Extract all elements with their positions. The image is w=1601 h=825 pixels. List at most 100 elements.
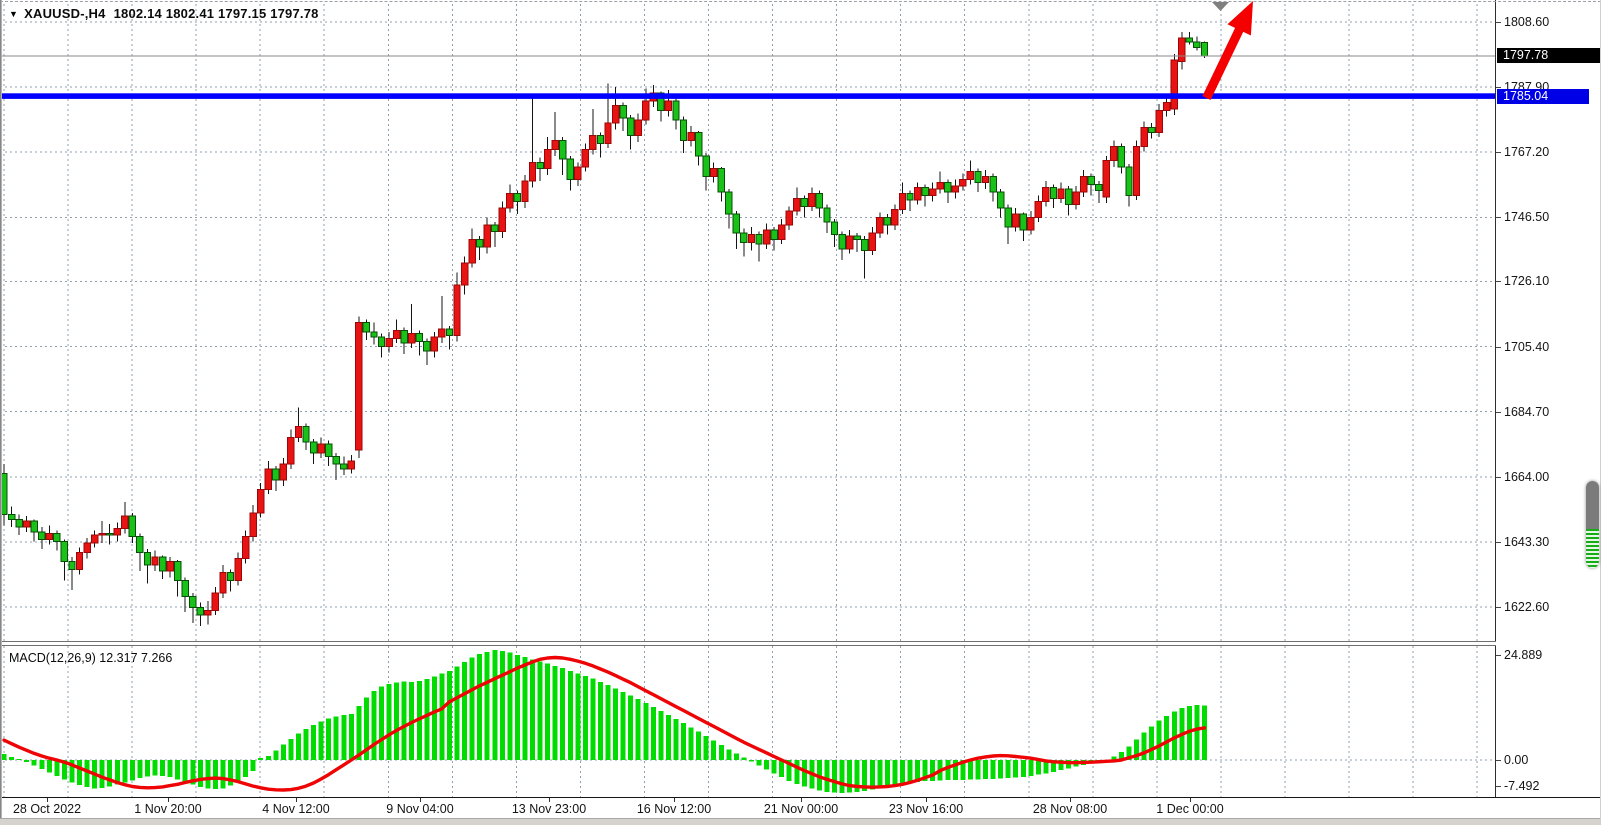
candle-bull bbox=[468, 238, 476, 264]
candle-bull bbox=[98, 532, 106, 536]
macd-bar bbox=[303, 729, 309, 760]
macd-bar bbox=[122, 760, 128, 783]
horizontal-line-object[interactable] bbox=[0, 93, 1495, 99]
macd-bar bbox=[39, 760, 45, 769]
price-chart-pane[interactable] bbox=[0, 0, 1496, 641]
pane-divider[interactable] bbox=[0, 641, 1601, 646]
candle-bull bbox=[1079, 175, 1088, 193]
candle-bear bbox=[423, 341, 431, 352]
price-chart-canvas[interactable] bbox=[0, 0, 1495, 641]
candle-bear bbox=[883, 216, 892, 226]
time-axis[interactable]: 28 Oct 2022 1 Nov 20:00 4 Nov 12:00 9 Nov 0… bbox=[0, 797, 1601, 819]
candle-bear bbox=[906, 193, 914, 201]
macd-bar bbox=[998, 760, 1004, 779]
macd-bar bbox=[243, 760, 249, 777]
candle-bear bbox=[400, 330, 408, 344]
macd-canvas[interactable] bbox=[0, 646, 1495, 797]
macd-bar bbox=[258, 758, 264, 760]
macd-bar bbox=[907, 760, 913, 783]
candle-bull bbox=[211, 592, 220, 611]
candle-bull bbox=[430, 336, 439, 352]
candle-bear bbox=[619, 105, 627, 119]
macd-bar bbox=[144, 760, 150, 777]
candle-bear bbox=[944, 182, 952, 193]
candle-bull bbox=[876, 216, 884, 234]
macd-bar bbox=[869, 760, 875, 790]
macd-bar bbox=[446, 670, 452, 760]
candle-bull bbox=[1178, 37, 1186, 63]
candle-bull bbox=[453, 284, 461, 336]
macd-bar bbox=[1171, 711, 1177, 760]
arrow-annotation[interactable] bbox=[1202, 1, 1254, 100]
macd-bar bbox=[1058, 760, 1064, 771]
candle-bull bbox=[793, 197, 801, 212]
macd-signal-line bbox=[2, 655, 1207, 792]
macd-bar bbox=[786, 760, 792, 781]
macd-bar bbox=[643, 703, 649, 760]
candle-bear bbox=[566, 158, 574, 181]
candle-bull bbox=[1140, 127, 1148, 148]
candle-bear bbox=[732, 213, 741, 234]
candle-bear bbox=[1193, 41, 1201, 48]
candle-bull bbox=[113, 528, 121, 536]
macd-bar bbox=[273, 750, 279, 760]
time-axis-label: 13 Nov 23:00 bbox=[511, 802, 587, 816]
price-axis[interactable]: 1808.60 1787.90 1767.20 1746.50 1726.10 1705.… bbox=[1496, 0, 1601, 797]
bid-price-badge: 1797.78 bbox=[1497, 48, 1601, 63]
price-axis-label: 1808.60 bbox=[1504, 15, 1550, 29]
macd-bar bbox=[764, 760, 770, 770]
macd-bar bbox=[801, 760, 807, 787]
macd-bar bbox=[960, 760, 966, 780]
scrollbar-thumb[interactable] bbox=[1586, 481, 1599, 568]
symbol-timeframe-label: XAUUSD-,H4 bbox=[24, 6, 106, 21]
candle-bear bbox=[7, 514, 16, 520]
macd-bar bbox=[61, 760, 67, 780]
macd-bar bbox=[560, 668, 566, 760]
candle-bull bbox=[1155, 109, 1163, 133]
symbol-dropdown-icon[interactable]: ▼ bbox=[9, 9, 19, 19]
candle-bull bbox=[642, 100, 650, 121]
price-axis-tick bbox=[1496, 22, 1501, 23]
macd-pane[interactable] bbox=[0, 646, 1496, 797]
macd-bar bbox=[333, 716, 339, 760]
macd-bar bbox=[401, 681, 407, 760]
chart-shift-marker-icon[interactable] bbox=[1212, 2, 1229, 11]
macd-bar bbox=[628, 695, 634, 760]
candle-bull bbox=[1012, 213, 1020, 228]
macd-bar bbox=[182, 760, 188, 783]
macd-bar bbox=[507, 652, 513, 760]
candle-bull bbox=[521, 180, 529, 203]
price-axis-tick bbox=[1496, 476, 1501, 478]
price-axis-label: 1746.50 bbox=[1504, 210, 1550, 225]
candle-bear bbox=[800, 197, 808, 207]
price-axis-label: 1622.60 bbox=[1504, 600, 1550, 614]
macd-bar bbox=[99, 760, 105, 788]
candle-bear bbox=[332, 455, 340, 465]
candle-bull bbox=[1072, 191, 1080, 206]
macd-axis-label: 24.889 bbox=[1504, 648, 1543, 662]
time-axis-label: 21 Nov 00:00 bbox=[763, 802, 839, 816]
candle-bear bbox=[362, 322, 371, 333]
candle-bull bbox=[981, 175, 990, 184]
candle-bull bbox=[45, 532, 53, 541]
time-axis-tick bbox=[926, 798, 927, 802]
candle-bear bbox=[1064, 188, 1073, 206]
candle-bull bbox=[257, 488, 265, 514]
candle-bull bbox=[234, 558, 242, 582]
candle-bull bbox=[279, 463, 288, 481]
macd-bar bbox=[922, 760, 928, 782]
macd-bar bbox=[167, 760, 173, 778]
candle-bear bbox=[725, 191, 733, 215]
macd-bar bbox=[605, 684, 611, 760]
candle-bull bbox=[1034, 201, 1043, 218]
candle-bull bbox=[287, 436, 295, 465]
macd-bar bbox=[250, 760, 256, 772]
candle-bull bbox=[1042, 186, 1050, 203]
macd-bar bbox=[341, 714, 347, 760]
macd-bar bbox=[983, 760, 988, 779]
candle-bull bbox=[83, 542, 91, 553]
macd-bar bbox=[16, 759, 22, 761]
macd-bar bbox=[431, 676, 437, 760]
candle-bull bbox=[551, 139, 559, 151]
